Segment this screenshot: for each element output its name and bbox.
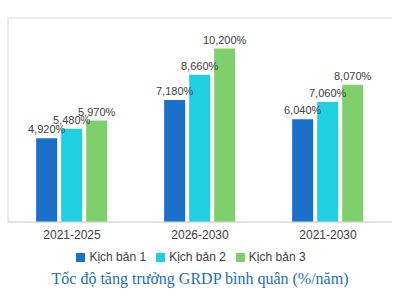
svg-text:4,920%: 4,920%	[28, 123, 66, 136]
svg-text:10,200%: 10,200%	[203, 34, 247, 46]
html-text:Tốc độ tăng trưởng GRDP bình q: Tốc độ tăng trưởng GRDP bình quân (%/năm…	[51, 270, 349, 287]
html-text:Kịch bản 1: Kịch bản 1	[89, 250, 147, 264]
svg-text:2021-2030: 2021-2030	[299, 228, 357, 242]
html-text:Kịch bản 3: Kịch bản 3	[248, 250, 306, 264]
svg-text:2026-2030: 2026-2030	[171, 228, 229, 242]
svg-text:5,480%: 5,480%	[53, 113, 91, 126]
svg-text:7,060%: 7,060%	[309, 87, 347, 99]
svg-text:6,040%: 6,040%	[284, 104, 322, 116]
svg-text:8,660%: 8,660%	[181, 60, 219, 72]
svg-text:2021-2025: 2021-2025	[43, 228, 101, 242]
html-text:Kịch bản 2: Kịch bản 2	[169, 250, 226, 264]
svg-text:8,070%: 8,070%	[334, 70, 372, 82]
svg-text:7,180%: 7,180%	[156, 85, 194, 97]
svg-text:5,970%: 5,970%	[78, 106, 116, 118]
